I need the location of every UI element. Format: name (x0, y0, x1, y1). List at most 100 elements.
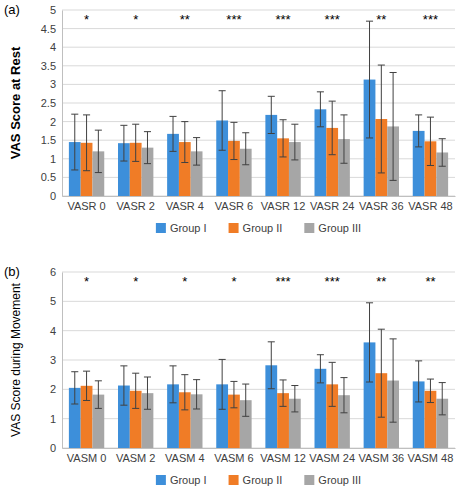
grid-line (62, 65, 455, 66)
error-bar (219, 91, 226, 151)
legend: Group I Group II Group III (156, 474, 361, 486)
panel: 00.511.522.533.544.55VASR 0VASR 2VASR 4V… (4, 2, 456, 234)
panel-label: (a) (4, 2, 20, 17)
y-tick: 5 (50, 295, 62, 307)
legend-swatch (156, 475, 166, 485)
y-tick: 2 (50, 116, 62, 128)
significance: ** (376, 274, 386, 289)
x-tick-label: VASM 24 (309, 452, 355, 464)
y-tick-label: 1.5 (41, 134, 56, 146)
significance: * (182, 274, 187, 289)
y-tick: 4 (50, 41, 62, 53)
y-tick-label: 4.5 (41, 23, 56, 35)
x-axis-line (63, 448, 456, 449)
grid-line (62, 301, 455, 302)
series (81, 65, 437, 196)
legend-item: Group II (229, 474, 283, 486)
grid-line (62, 272, 455, 273)
error-bar (317, 92, 324, 127)
grid (62, 272, 455, 448)
y-tick-label: 3 (50, 354, 56, 366)
error-bar (439, 383, 446, 415)
y-tick: 3 (50, 354, 62, 366)
error-bar (120, 366, 127, 405)
x-tick: VASR 0 (67, 196, 105, 212)
series (92, 72, 448, 196)
x-tick-label: VASR 12 (261, 200, 305, 212)
error-bar (242, 384, 249, 416)
legend-swatch (229, 223, 239, 233)
error-bar (230, 122, 237, 159)
series (92, 339, 448, 448)
legend-swatch (304, 475, 314, 485)
panel-label: (b) (4, 264, 20, 279)
y-tick-label: 4 (50, 41, 56, 53)
error-bar (340, 115, 347, 163)
error-bar (83, 115, 90, 171)
error-bar (280, 380, 287, 406)
y-tick-label: 0 (50, 442, 56, 454)
error-bar (193, 380, 200, 409)
x-tick-label: VASM 6 (214, 452, 254, 464)
error-bar (329, 362, 336, 406)
y-tick: 2 (50, 383, 62, 395)
panel: 0123456VASM 0VASM 2VASM 4VASM 6VASM 12VA… (4, 264, 456, 486)
x-tick: VASR 2 (117, 196, 155, 212)
y-axis-line (62, 273, 63, 449)
plot-area (69, 303, 448, 448)
legend-label: Group I (170, 474, 207, 486)
legend-swatch (229, 475, 239, 485)
y-tick-label: 2 (50, 383, 56, 395)
error-bar (83, 371, 90, 400)
y-tick: 3.5 (41, 60, 62, 72)
y-tick: 5 (50, 4, 62, 16)
x-tick-label: VASM 4 (165, 452, 205, 464)
error-bar (378, 65, 385, 173)
grid-line (62, 84, 455, 85)
legend-label: Group II (243, 222, 283, 234)
x-tick: VASR 4 (166, 196, 204, 212)
error-bar (415, 115, 422, 147)
y-tick: 1 (50, 153, 62, 165)
error-bar (120, 125, 127, 161)
significance: *** (275, 12, 290, 27)
error-bar (242, 133, 249, 165)
error-bar (95, 381, 102, 409)
series (69, 21, 425, 196)
plot-area (69, 21, 448, 196)
y-tick-label: 0 (50, 190, 56, 202)
x-tick-label: VASM 48 (408, 452, 454, 464)
grid-line (62, 103, 455, 104)
series (81, 329, 437, 448)
error-bar (378, 329, 385, 417)
x-tick: VASR 24 (310, 196, 354, 212)
error-bar (144, 132, 151, 164)
error-bar (291, 124, 298, 160)
grid (62, 10, 455, 196)
significance: *** (226, 12, 241, 27)
legend-item: Group II (229, 222, 283, 234)
error-bar (144, 377, 151, 409)
x-tick: VASR 36 (359, 196, 403, 212)
error-bar (268, 96, 275, 133)
y-axis-title: VAS Score at Rest (8, 46, 23, 159)
legend: Group IGroup IIGroup III (156, 222, 361, 234)
y-tick: 0 (50, 190, 62, 202)
error-bar (71, 114, 78, 170)
grid-line (62, 360, 455, 361)
x-tick-label: VASR 48 (408, 200, 452, 212)
x-tick-label: VASR 6 (215, 200, 253, 212)
y-tick-label: 1 (50, 153, 56, 165)
y-tick: 1.5 (41, 134, 62, 146)
legend-label: Group I (170, 222, 207, 234)
significance: *** (423, 12, 438, 27)
significance: *** (325, 274, 340, 289)
grid-line (62, 28, 455, 29)
y-tick: 1 (50, 413, 62, 425)
x-tick: VASR 6 (215, 196, 253, 212)
y-tick: 0.5 (41, 171, 62, 183)
legend-item: Group III (304, 474, 361, 486)
x-tick-label: VASM 0 (67, 452, 107, 464)
error-bar (340, 378, 347, 413)
significance: * (84, 274, 89, 289)
